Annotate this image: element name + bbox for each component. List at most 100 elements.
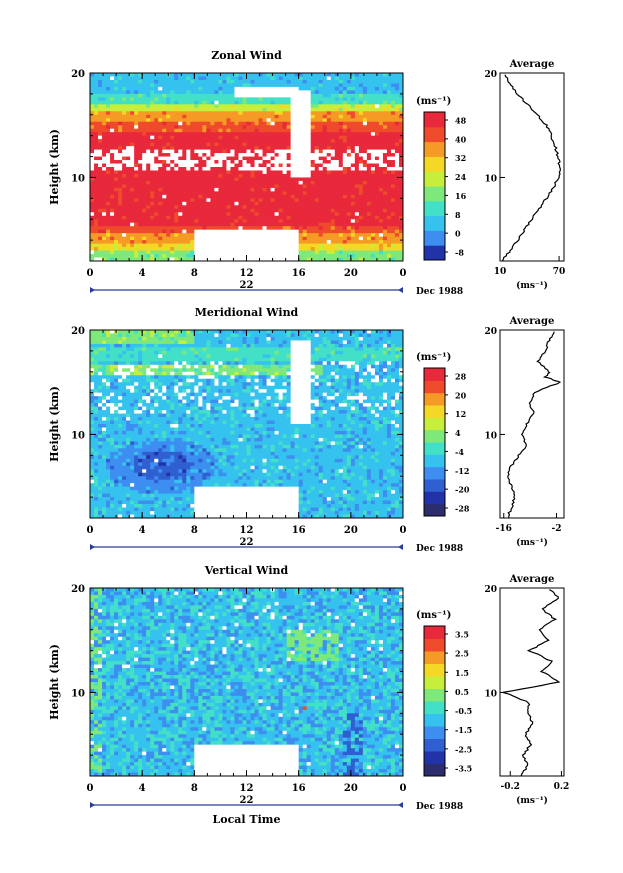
heatmap-cell <box>186 184 191 189</box>
heatmap-cell <box>374 187 380 192</box>
heatmap-cell <box>342 191 348 196</box>
heatmap-cell <box>254 226 259 231</box>
heatmap-cell <box>246 205 251 210</box>
heatmap-cell <box>182 86 187 91</box>
heatmap-cell <box>238 180 243 185</box>
heatmap-cell <box>338 173 344 178</box>
heatmap-cell <box>178 90 183 95</box>
heatmap-cell <box>270 177 275 182</box>
heatmap-cell <box>274 97 279 102</box>
heatmap-cell <box>234 149 239 154</box>
heatmap-cell <box>114 146 119 150</box>
heatmap-cell <box>170 135 175 140</box>
heatmap-cell <box>358 208 364 213</box>
heatmap-cell <box>234 73 239 77</box>
heatmap-cell <box>374 125 380 130</box>
heatmap-cell <box>370 330 376 334</box>
heatmap-cell <box>230 160 235 164</box>
heatmap-cell <box>370 167 376 171</box>
heatmap-cell <box>206 354 211 359</box>
heatmap-cell <box>142 330 147 334</box>
heatmap-cell <box>318 191 324 196</box>
heatmap-cell <box>342 139 348 144</box>
heatmap-cell <box>306 198 312 203</box>
heatmap-cell <box>242 167 247 171</box>
heatmap-cell <box>226 114 231 119</box>
heatmap-cell <box>222 156 227 161</box>
heatmap-cell <box>282 336 288 341</box>
heatmap-cell <box>126 111 131 116</box>
heatmap-cell <box>346 128 352 133</box>
heatmap-cell <box>142 153 147 157</box>
heatmap-cell <box>242 187 247 192</box>
heatmap-cell <box>258 76 263 81</box>
heatmap-cell <box>98 226 103 231</box>
heatmap-cell <box>374 194 380 199</box>
heatmap-cell <box>190 340 195 345</box>
heatmap-cell <box>202 111 207 116</box>
heatmap-cell <box>334 97 340 102</box>
heatmap-cell <box>398 177 404 182</box>
heatmap-cell <box>390 163 396 168</box>
heatmap-cell <box>222 160 227 164</box>
heatmap-cell <box>266 340 271 345</box>
heatmap-cell <box>206 76 211 81</box>
heatmap-cell <box>102 153 107 157</box>
heatmap-cell <box>230 114 235 119</box>
heatmap-cell <box>222 118 227 123</box>
heatmap-cell <box>238 330 243 334</box>
heatmap-cell <box>134 236 139 241</box>
heatmap-cell <box>190 121 195 126</box>
heatmap-cell <box>230 142 235 147</box>
heatmap-cell <box>166 194 171 199</box>
heatmap-cell <box>186 243 191 248</box>
heatmap-cell <box>206 128 211 133</box>
heatmap-cell <box>158 121 163 126</box>
heatmap-cell <box>378 107 384 112</box>
heatmap-cell <box>350 135 356 140</box>
heatmap-cell <box>142 111 147 116</box>
heatmap-cell <box>314 153 320 157</box>
heatmap-cell <box>218 208 223 213</box>
heatmap-cell <box>122 354 127 359</box>
heatmap-cell <box>206 187 211 192</box>
heatmap-cell <box>362 233 368 238</box>
heatmap-cell <box>190 93 195 98</box>
heatmap-cell <box>162 76 167 81</box>
heatmap-cell <box>270 187 275 192</box>
heatmap-cell <box>382 79 388 84</box>
heatmap-cell <box>170 177 175 182</box>
heatmap-cell <box>350 160 356 164</box>
heatmap-cell <box>102 254 107 258</box>
heatmap-cell <box>310 173 316 178</box>
heatmap-cell <box>258 205 263 210</box>
heatmap-cell <box>342 170 348 175</box>
heatmap-cell <box>174 340 179 345</box>
heatmap-cell <box>134 194 139 199</box>
heatmap-cell <box>238 156 243 161</box>
heatmap-cell <box>254 76 259 81</box>
heatmap-cell <box>150 73 155 77</box>
heatmap-cell <box>238 187 243 192</box>
heatmap-cell <box>354 194 360 199</box>
heatmap-cell <box>94 215 99 220</box>
heatmap-cell <box>322 343 328 348</box>
heatmap-cell <box>150 254 155 258</box>
heatmap-cell <box>118 142 123 147</box>
heatmap-cell <box>190 191 195 196</box>
heatmap-cell <box>122 156 127 161</box>
heatmap-cell <box>274 347 279 352</box>
heatmap-cell <box>258 114 263 119</box>
heatmap-cell <box>362 76 368 81</box>
heatmap-cell <box>350 191 356 196</box>
heatmap-cell <box>110 357 115 362</box>
heatmap-cell <box>374 222 380 227</box>
heatmap-cell <box>374 100 380 105</box>
heatmap-cell <box>134 350 139 355</box>
heatmap-cell <box>362 93 368 98</box>
heatmap-cell <box>122 128 127 133</box>
heatmap-cell <box>322 107 328 112</box>
heatmap-cell <box>330 198 336 203</box>
heatmap-cell <box>210 215 215 220</box>
heatmap-cell <box>346 76 352 81</box>
